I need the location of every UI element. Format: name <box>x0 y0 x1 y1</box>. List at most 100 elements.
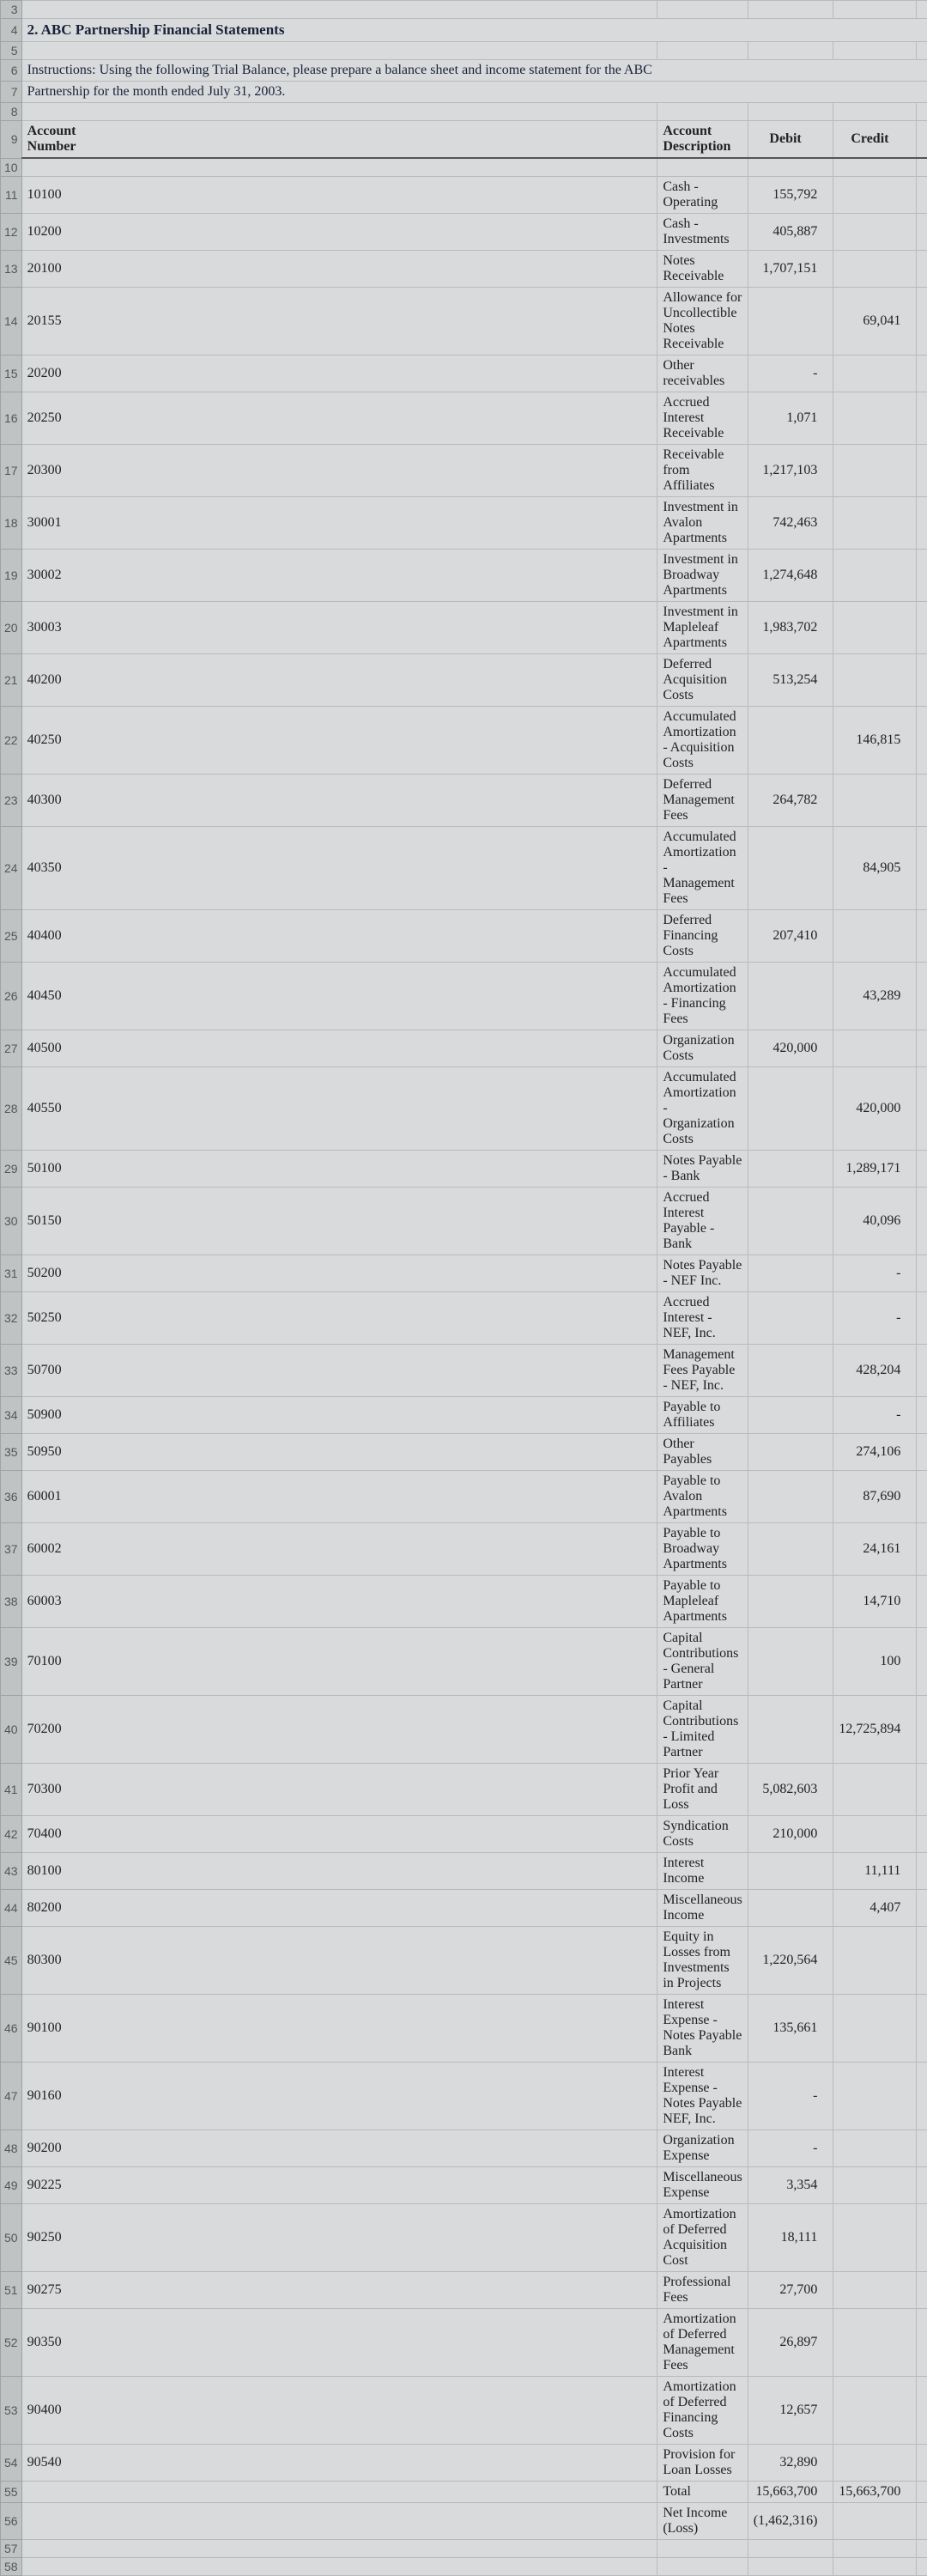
debit-value: 742,463 <box>748 496 833 549</box>
account-number: 40300 <box>21 774 657 826</box>
empty-cell <box>917 213 927 250</box>
row-number: 54 <box>1 2444 22 2481</box>
empty-cell <box>917 60 927 82</box>
table-row: 2140200Deferred Acquisition Costs513,254 <box>1 653 927 706</box>
account-number: 20300 <box>21 444 657 496</box>
empty-cell <box>917 2539 927 2557</box>
table-row: 4170300Prior Year Profit and Loss5,082,6… <box>1 1763 927 1815</box>
table-row: 55Total15,663,70015,663,700 <box>1 2481 927 2502</box>
table-row: 1520200Other receivables- <box>1 355 927 392</box>
account-description: Miscellaneous Expense <box>657 2166 748 2203</box>
credit-value: 1,289,171 <box>833 1150 917 1187</box>
table-row: 8 <box>1 103 927 121</box>
row-number: 5 <box>1 42 22 60</box>
table-row: 1620250Accrued Interest Receivable1,071 <box>1 392 927 444</box>
empty-cell <box>833 82 917 103</box>
account-description: Interest Income <box>657 1852 748 1889</box>
account-number: 20155 <box>21 287 657 355</box>
debit-value: 1,983,702 <box>748 601 833 653</box>
account-description: Professional Fees <box>657 2271 748 2308</box>
account-number: 10200 <box>21 213 657 250</box>
debit-value <box>748 2539 833 2557</box>
row-number: 25 <box>1 909 22 962</box>
debit-value <box>748 1522 833 1575</box>
table-row: 5 <box>1 42 927 60</box>
row-number: 40 <box>1 1695 22 1763</box>
credit-value <box>833 2203 917 2271</box>
credit-value <box>833 909 917 962</box>
credit-value <box>833 213 917 250</box>
row-number: 52 <box>1 2308 22 2376</box>
table-row: 2440350Accumulated Amortization - Manage… <box>1 826 927 909</box>
debit-value <box>748 1433 833 1470</box>
row-number: 43 <box>1 1852 22 1889</box>
account-description: Capital Contributions - Limited Partner <box>657 1695 748 1763</box>
empty-cell <box>917 601 927 653</box>
debit-value: - <box>748 2062 833 2129</box>
table-row: 2540400Deferred Financing Costs207,410 <box>1 909 927 962</box>
table-row: 9AccountNumberAccount DescriptionDebitCr… <box>1 121 927 159</box>
empty-cell <box>917 2271 927 2308</box>
row-number: 4 <box>1 19 22 42</box>
empty-cell <box>917 549 927 601</box>
debit-value <box>748 962 833 1030</box>
account-number <box>21 2539 657 2557</box>
account-description: Deferred Financing Costs <box>657 909 748 962</box>
account-number: 70400 <box>21 1815 657 1852</box>
table-row: 4580300Equity in Losses from Investments… <box>1 1926 927 1994</box>
debit-value <box>748 1575 833 1627</box>
header-debit: Debit <box>748 121 833 159</box>
account-number: 50700 <box>21 1344 657 1396</box>
credit-value <box>833 444 917 496</box>
header-credit: Credit <box>833 121 917 159</box>
credit-value: 146,815 <box>833 706 917 774</box>
table-row: 4270400Syndication Costs210,000 <box>1 1815 927 1852</box>
row-number: 37 <box>1 1522 22 1575</box>
account-description: Cash - Operating <box>657 176 748 213</box>
debit-value: 18,111 <box>748 2203 833 2271</box>
empty-cell <box>917 1030 927 1066</box>
table-row: 4790160Interest Expense - Notes Payable … <box>1 2062 927 2129</box>
account-description: Deferred Acquisition Costs <box>657 653 748 706</box>
empty-cell <box>917 2502 927 2539</box>
empty-cell <box>917 909 927 962</box>
account-description: Accumulated Amortization - Financing Fee… <box>657 962 748 1030</box>
account-description: Receivable from Affiliates <box>657 444 748 496</box>
row-number: 57 <box>1 2539 22 2557</box>
debit-value <box>748 1470 833 1522</box>
empty-cell <box>917 962 927 1030</box>
row-number: 38 <box>1 1575 22 1627</box>
credit-value <box>833 2444 917 2481</box>
table-row: 3860003Payable to Mapleleaf Apartments14… <box>1 1575 927 1627</box>
account-number: 30001 <box>21 496 657 549</box>
credit-value: 4,407 <box>833 1889 917 1926</box>
credit-value: 15,663,700 <box>833 2481 917 2502</box>
account-number: 90540 <box>21 2444 657 2481</box>
credit-value: - <box>833 1255 917 1291</box>
row-number: 32 <box>1 1291 22 1344</box>
credit-value <box>833 392 917 444</box>
account-number: 80100 <box>21 1852 657 1889</box>
empty-cell <box>917 2129 927 2166</box>
account-description: Notes Receivable <box>657 250 748 287</box>
table-row: 2240250Accumulated Amortization - Acquis… <box>1 706 927 774</box>
account-number: 60002 <box>21 1522 657 1575</box>
debit-value: 210,000 <box>748 1815 833 1852</box>
empty-cell <box>917 250 927 287</box>
debit-value <box>748 1066 833 1150</box>
table-row: 3550950Other Payables274,106 <box>1 1433 927 1470</box>
account-number: 40550 <box>21 1066 657 1150</box>
debit-value: 5,082,603 <box>748 1763 833 1815</box>
table-row: 4380100Interest Income11,111 <box>1 1852 927 1889</box>
credit-value <box>833 2502 917 2539</box>
row-number: 9 <box>1 121 22 159</box>
table-row: 10 <box>1 158 927 176</box>
table-row: 4070200Capital Contributions - Limited P… <box>1 1695 927 1763</box>
debit-value <box>748 1344 833 1396</box>
debit-value: - <box>748 2129 833 2166</box>
credit-value: - <box>833 1396 917 1433</box>
empty-cell <box>917 444 927 496</box>
debit-value <box>748 1291 833 1344</box>
debit-value <box>748 1150 833 1187</box>
empty-cell <box>917 1 927 19</box>
